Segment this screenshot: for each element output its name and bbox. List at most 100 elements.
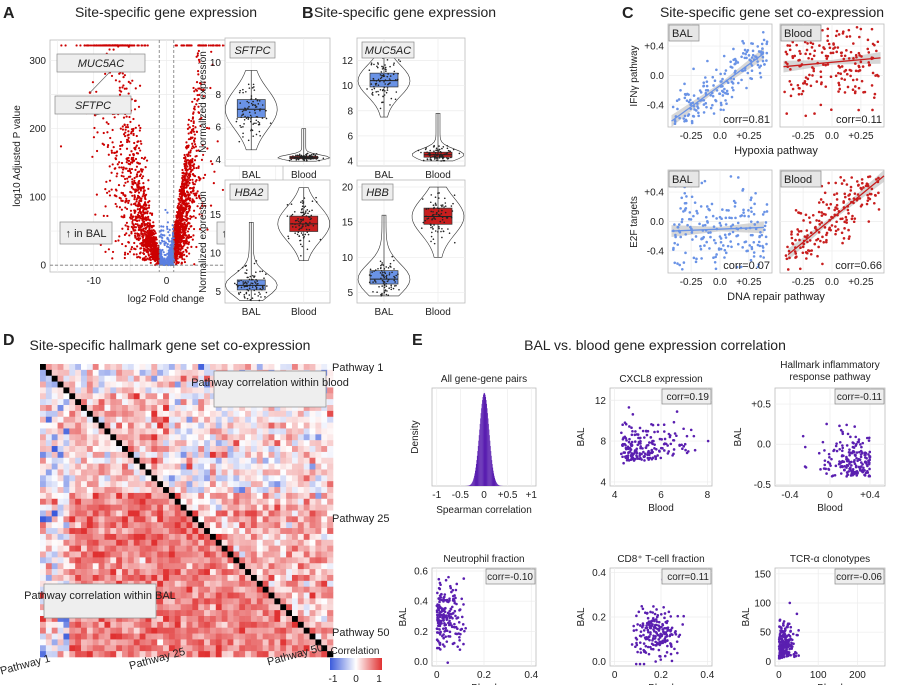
heatmap-cell bbox=[192, 369, 199, 377]
gene-point bbox=[108, 179, 112, 182]
sample-point bbox=[394, 281, 396, 283]
sample-point bbox=[719, 240, 723, 244]
gene-point bbox=[175, 260, 179, 264]
gene-point bbox=[196, 99, 199, 102]
gene-point bbox=[176, 216, 179, 219]
gene-point bbox=[174, 253, 178, 256]
gene-point bbox=[148, 256, 152, 259]
x-tick-label: +0.25 bbox=[848, 277, 874, 288]
heatmap-cell bbox=[51, 410, 58, 418]
gene-point bbox=[180, 208, 183, 211]
gene-point bbox=[183, 208, 187, 212]
heatmap-cell bbox=[133, 381, 140, 388]
sample-point bbox=[797, 230, 801, 233]
sample-point bbox=[435, 211, 438, 214]
sample-point bbox=[438, 154, 441, 157]
gene-point bbox=[122, 166, 125, 169]
heatmap-cell bbox=[86, 369, 94, 377]
sample-point bbox=[740, 214, 744, 217]
gene-label: MUC5AC bbox=[78, 58, 125, 70]
gene-point bbox=[195, 196, 198, 200]
sample-point bbox=[836, 46, 840, 49]
sample-point bbox=[870, 187, 874, 191]
sample-point bbox=[700, 257, 703, 260]
gene-point bbox=[141, 215, 144, 218]
gene-point bbox=[138, 219, 141, 222]
sample-point bbox=[747, 209, 750, 212]
heatmap-cell bbox=[145, 416, 152, 423]
gene-point bbox=[211, 63, 214, 66]
sample-point bbox=[255, 122, 257, 125]
gene-point bbox=[201, 202, 204, 205]
gene-point bbox=[192, 192, 195, 195]
heatmap-cell bbox=[163, 375, 170, 382]
heatmap-cell bbox=[63, 399, 70, 406]
sample-point bbox=[715, 217, 718, 220]
sample-point bbox=[309, 154, 312, 157]
gene-point bbox=[123, 123, 126, 126]
gene-point bbox=[143, 44, 146, 47]
heatmap-cell bbox=[51, 364, 58, 371]
gene-point bbox=[182, 185, 185, 188]
gene-point bbox=[134, 217, 138, 220]
x-tick-label: Blood bbox=[291, 170, 317, 181]
gene-point bbox=[188, 209, 191, 212]
gene-point bbox=[137, 203, 140, 206]
gene-point bbox=[188, 126, 191, 129]
heatmap-cell bbox=[245, 410, 252, 418]
heatmap-cell bbox=[168, 416, 176, 423]
sample-point bbox=[443, 221, 446, 224]
sample-point bbox=[823, 191, 827, 195]
sample-point bbox=[318, 159, 320, 162]
panel-letter: B bbox=[302, 5, 314, 22]
heatmap-cell bbox=[239, 416, 246, 423]
heatmap-cell bbox=[286, 416, 293, 423]
sample-point bbox=[719, 108, 723, 111]
sample-point bbox=[294, 232, 296, 234]
sample-point bbox=[837, 64, 841, 68]
heatmap-cell bbox=[110, 364, 117, 371]
sample-point bbox=[722, 244, 725, 247]
sample-point bbox=[432, 228, 434, 230]
gene-point bbox=[142, 191, 146, 195]
sample-point bbox=[845, 49, 848, 52]
sample-point bbox=[786, 268, 790, 271]
sample-point bbox=[750, 196, 753, 200]
sample-point bbox=[308, 228, 311, 231]
sample-point bbox=[241, 266, 244, 269]
gene-point bbox=[124, 245, 127, 248]
sample-point bbox=[431, 218, 434, 220]
sample-point bbox=[712, 238, 716, 242]
sample-point bbox=[798, 211, 801, 215]
sample-point bbox=[817, 210, 821, 214]
gene-point bbox=[143, 232, 146, 235]
sample-point bbox=[240, 126, 242, 128]
heatmap-cell bbox=[233, 416, 240, 423]
heatmap-cell bbox=[122, 405, 129, 412]
sample-point bbox=[851, 88, 855, 92]
heatmap-cell bbox=[69, 364, 76, 371]
sample-point bbox=[302, 237, 305, 239]
sample-point bbox=[711, 214, 715, 218]
heatmap-cell bbox=[98, 405, 105, 412]
y-tick-label: 15 bbox=[342, 218, 354, 229]
y-tick-label: 4 bbox=[215, 155, 221, 166]
gene-point bbox=[193, 139, 196, 142]
sample-point bbox=[385, 285, 388, 287]
sample-point bbox=[373, 79, 375, 82]
sample-point bbox=[244, 272, 246, 274]
sample-point bbox=[386, 75, 389, 78]
gene-point bbox=[184, 167, 188, 170]
sample-point bbox=[729, 240, 732, 243]
sample-point bbox=[239, 102, 242, 104]
heatmap-cell bbox=[81, 416, 88, 423]
sample-point bbox=[377, 84, 380, 86]
gene-point bbox=[191, 160, 194, 163]
heatmap-cell-diagonal bbox=[51, 375, 58, 382]
gene-point bbox=[142, 247, 146, 250]
gene-point bbox=[139, 247, 143, 250]
gene-point bbox=[106, 131, 109, 134]
sample-point bbox=[249, 275, 252, 278]
gene-point bbox=[194, 126, 197, 129]
gene-point bbox=[144, 242, 148, 245]
